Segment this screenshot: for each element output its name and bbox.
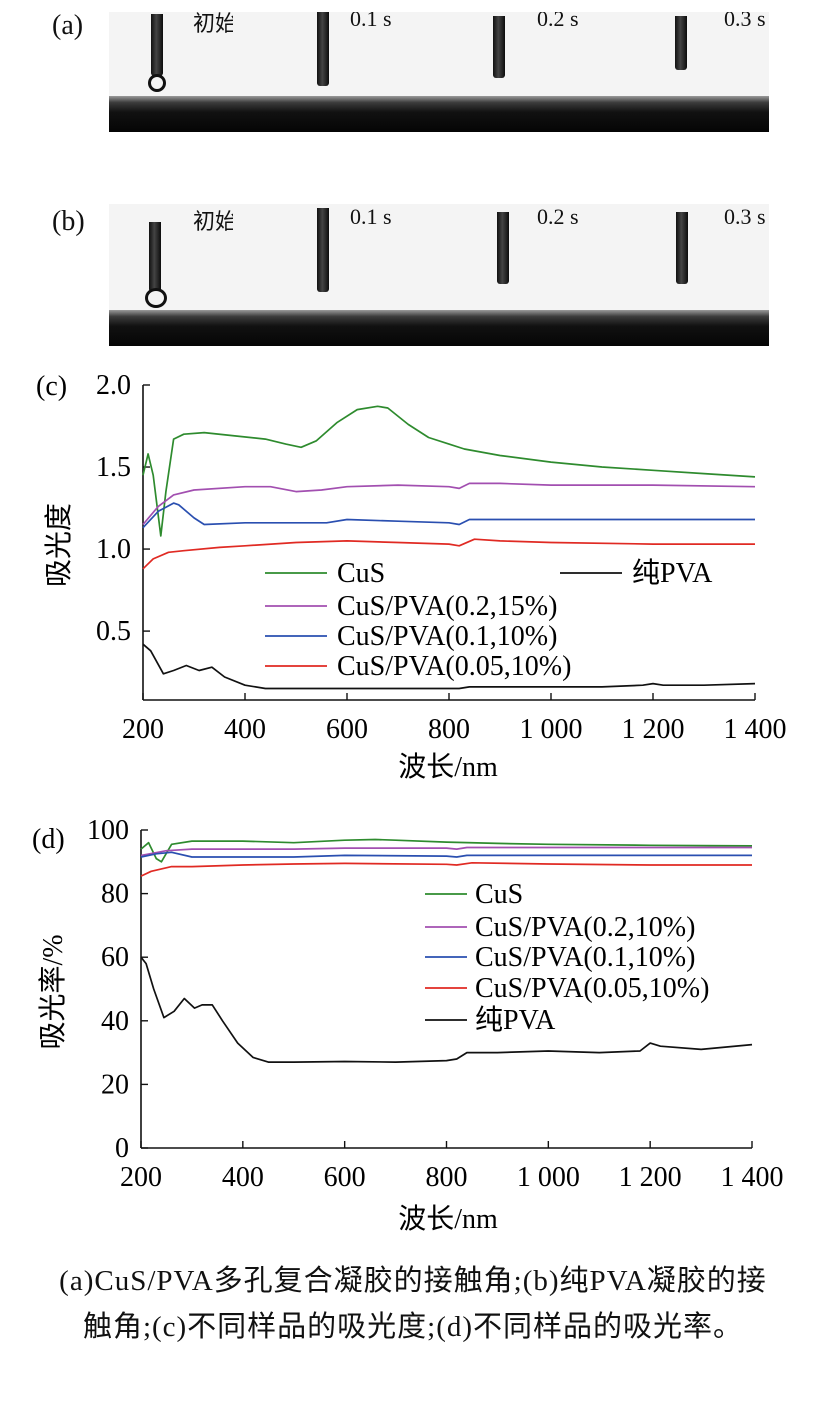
- frame-label: 0.3 s: [724, 204, 766, 229]
- y-tick-label: 1.5: [96, 452, 131, 483]
- frame-label: 0.3 s: [724, 12, 766, 31]
- y-tick-label: 0.5: [96, 616, 131, 647]
- frame-label: 初始时刻: [193, 12, 233, 36]
- series-line-4: [140, 956, 753, 1063]
- needle: [317, 12, 329, 86]
- frame-label: 0.1 s: [350, 204, 392, 229]
- y-tick-label: 80: [101, 879, 129, 910]
- panel-label-c: (c): [36, 371, 67, 402]
- legend-label: CuS/PVA(0.1,10%): [337, 621, 557, 652]
- x-tick-label: 200: [120, 1162, 162, 1193]
- series-line-4: [142, 643, 756, 690]
- needle: [497, 212, 509, 284]
- y-tick-label: 1.0: [96, 534, 131, 565]
- legend-label: 纯PVA: [475, 1004, 556, 1036]
- frame-b-1: 初始时刻: [109, 204, 233, 346]
- y-tick-label: 60: [101, 942, 129, 973]
- x-axis-label: 波长/nm: [398, 1203, 498, 1235]
- x-tick-label: 200: [122, 714, 164, 745]
- frame-b-3: 0.2 s: [407, 204, 581, 346]
- gel-surface: [407, 310, 581, 346]
- frame-a-1: 初始时刻: [109, 12, 233, 132]
- panel-label-d: (d): [32, 824, 65, 855]
- legend-label: CuS: [475, 879, 523, 910]
- series-line-1: [140, 846, 752, 857]
- frame-b-2: 0.1 s: [233, 204, 407, 346]
- legend-label: CuS/PVA(0.05,10%): [475, 973, 709, 1004]
- frame-b-4: 0.3 s: [581, 204, 769, 346]
- series-line-2: [142, 502, 755, 529]
- series-line-0: [142, 405, 756, 537]
- x-tick-label: 1 000: [517, 1162, 580, 1193]
- x-tick-label: 1 200: [619, 1162, 682, 1193]
- series-line-3: [140, 861, 752, 877]
- y-axis-label: 吸光度: [43, 503, 75, 587]
- gel-surface: [233, 96, 407, 132]
- plot-area: 200 400 600 800 1 000 1 200 1 400 0 20 40 60 80 100: [87, 815, 784, 1193]
- series-line-3: [142, 538, 755, 570]
- gel-surface: [109, 96, 233, 132]
- gel-surface: [407, 96, 581, 132]
- x-tick-label: 800: [428, 714, 470, 745]
- caption-line-2: 触角;(c)不同样品的吸光度;(d)不同样品的吸光率。: [82, 1311, 744, 1343]
- y-tick-label: 0: [115, 1133, 129, 1164]
- caption-line-1: (a)CuS/PVA多孔复合凝胶的接触角;(b)纯PVA凝胶的接: [59, 1265, 767, 1297]
- needle: [317, 208, 329, 292]
- gel-surface: [581, 310, 769, 346]
- y-tick-label: 20: [101, 1069, 129, 1100]
- absorptance-chart: (d) 200 400 600 800 1 000 1 200 1 400 0 20 40 60 80…: [32, 815, 784, 1235]
- legend-label: CuS/PVA(0.2,15%): [337, 591, 557, 622]
- x-tick-label: 600: [326, 714, 368, 745]
- x-axis-label: 波长/nm: [398, 751, 498, 783]
- legend: CuSCuS/PVA(0.2,15%)CuS/PVA(0.1,10%)CuS/P…: [265, 557, 713, 682]
- x-tick-label: 1 000: [520, 714, 583, 745]
- x-tick-label: 600: [324, 1162, 366, 1193]
- needle: [675, 16, 687, 70]
- gel-surface: [581, 96, 769, 132]
- photo-row-b: (b) 初始时刻 0.1 s 0.2 s 0.3 s: [0, 200, 826, 350]
- gel-surface: [233, 310, 407, 346]
- droplet: [145, 288, 167, 308]
- legend-label: CuS/PVA(0.1,10%): [475, 942, 695, 973]
- x-tick-label: 1 200: [622, 714, 685, 745]
- series-line-0: [140, 838, 753, 863]
- x-tick-label: 400: [224, 714, 266, 745]
- x-tick-label: 1 400: [721, 1162, 784, 1193]
- contact-angle-strip-a: 初始时刻 0.1 s 0.2 s 0.3 s: [109, 12, 769, 132]
- contact-angle-strip-b: 初始时刻 0.1 s 0.2 s 0.3 s: [109, 204, 769, 346]
- photo-row-a: (a) 初始时刻 0.1 s 0.2 s 0.3 s: [0, 0, 826, 140]
- y-tick-label: 40: [101, 1006, 129, 1037]
- needle: [151, 14, 163, 76]
- frame-label: 初始时刻: [193, 209, 233, 234]
- legend-label: 纯PVA: [632, 557, 713, 589]
- y-tick-label: 2.0: [96, 370, 131, 401]
- figure-caption: (a)CuS/PVA多孔复合凝胶的接触角;(b)纯PVA凝胶的接 触角;(c)不…: [0, 1258, 826, 1350]
- droplet: [148, 74, 166, 92]
- legend-label: CuS/PVA(0.05,10%): [337, 651, 571, 682]
- absorbance-chart: (c) 200 400 600 800 1 000 1 200 1 400 0.5 1.0 1.5…: [36, 370, 787, 783]
- frame-label: 0.1 s: [350, 12, 392, 31]
- needle: [149, 222, 161, 292]
- frame-a-3: 0.2 s: [407, 12, 581, 132]
- frame-label: 0.2 s: [537, 12, 579, 31]
- legend-label: CuS/PVA(0.2,10%): [475, 912, 695, 943]
- frame-label: 0.2 s: [537, 204, 579, 229]
- needle: [493, 16, 505, 78]
- needle: [676, 212, 688, 284]
- plot-area: 200 400 600 800 1 000 1 200 1 400 0.5 1.0 1.5 2.0: [96, 370, 787, 745]
- x-tick-label: 1 400: [724, 714, 787, 745]
- x-tick-label: 400: [222, 1162, 264, 1193]
- frame-a-2: 0.1 s: [233, 12, 407, 132]
- legend-label: CuS: [337, 558, 385, 589]
- y-axis-label: 吸光率/%: [37, 934, 69, 1049]
- series-line-2: [140, 851, 752, 858]
- panel-label-b: (b): [52, 206, 85, 237]
- frame-a-4: 0.3 s: [581, 12, 769, 132]
- panel-label-a: (a): [52, 10, 84, 41]
- y-tick-label: 100: [87, 815, 129, 846]
- legend: CuSCuS/PVA(0.2,10%)CuS/PVA(0.1,10%)CuS/P…: [425, 879, 709, 1036]
- gel-surface: [109, 310, 233, 346]
- series-line-1: [142, 482, 756, 526]
- x-tick-label: 800: [426, 1162, 468, 1193]
